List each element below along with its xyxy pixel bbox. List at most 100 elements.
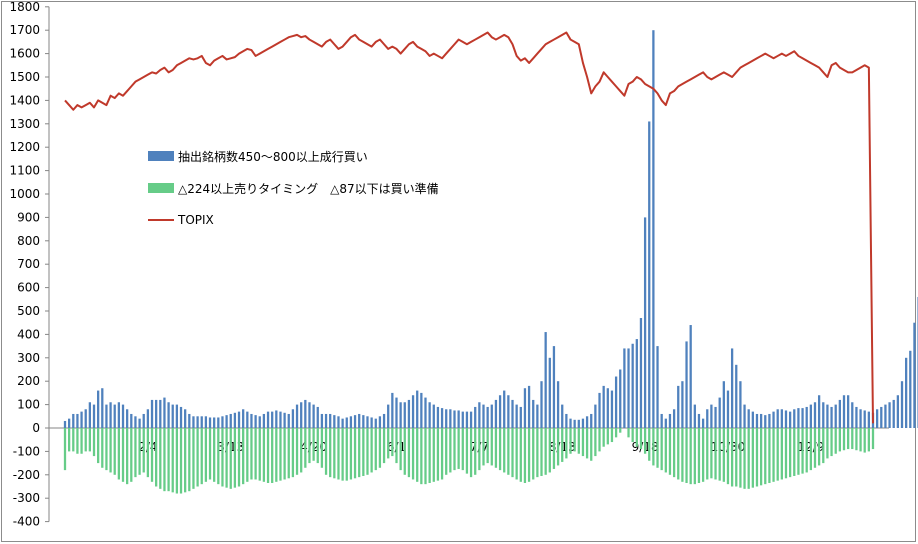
bar-series-1 bbox=[138, 418, 141, 428]
bar-series-2 bbox=[573, 428, 576, 452]
bar-series-1 bbox=[275, 410, 278, 428]
bar-series-2 bbox=[826, 428, 829, 459]
bar-series-1 bbox=[436, 406, 440, 428]
bar-series-1 bbox=[76, 413, 79, 428]
bar-series-2 bbox=[432, 428, 435, 482]
y-tick-label: -300 bbox=[13, 491, 40, 505]
bar-series-1 bbox=[697, 413, 701, 428]
bar-series-2 bbox=[631, 428, 634, 443]
bar-series-1 bbox=[602, 385, 605, 428]
bar-series-2 bbox=[353, 428, 357, 479]
bar-series-1 bbox=[788, 411, 792, 428]
bar-series-1 bbox=[747, 409, 750, 428]
y-tick-label: 900 bbox=[17, 210, 40, 224]
bar-series-2 bbox=[672, 428, 676, 478]
bar-series-2 bbox=[532, 428, 535, 480]
bar-series-1 bbox=[300, 402, 303, 428]
bar-series-2 bbox=[395, 428, 398, 464]
bar-series-2 bbox=[474, 428, 477, 475]
bar-series-1 bbox=[486, 406, 489, 428]
bar-series-1 bbox=[320, 413, 324, 428]
bar-series-1 bbox=[900, 381, 904, 428]
bar-series-1 bbox=[590, 413, 593, 428]
bar-series-1 bbox=[370, 417, 373, 428]
bar-series-1 bbox=[536, 404, 539, 428]
bar-series-1 bbox=[805, 406, 808, 428]
bar-series-2 bbox=[233, 428, 237, 488]
bar-series-2 bbox=[121, 428, 125, 482]
bar-series-1 bbox=[382, 413, 386, 428]
bar-series-2 bbox=[838, 428, 841, 452]
bar-series-1 bbox=[797, 408, 800, 428]
bar-series-1 bbox=[660, 413, 663, 428]
bar-series-1 bbox=[730, 348, 734, 428]
bars-series-1 bbox=[63, 30, 918, 429]
bar-series-2 bbox=[788, 428, 792, 478]
bar-series-2 bbox=[436, 428, 440, 481]
bar-series-1 bbox=[308, 402, 311, 428]
bar-series-1 bbox=[739, 381, 742, 428]
bar-series-1 bbox=[167, 402, 170, 428]
bar-series-1 bbox=[266, 411, 270, 428]
bar-series-2 bbox=[569, 428, 572, 454]
bar-series-2 bbox=[871, 428, 875, 450]
bar-series-1 bbox=[838, 399, 841, 428]
bar-series-2 bbox=[117, 428, 121, 480]
bar-series-1 bbox=[217, 417, 220, 428]
bar-series-2 bbox=[693, 428, 696, 485]
bar-series-1 bbox=[561, 404, 564, 428]
bar-series-2 bbox=[403, 428, 406, 475]
bar-series-2 bbox=[184, 428, 187, 493]
bar-series-1 bbox=[635, 339, 638, 428]
bar-series-2 bbox=[192, 428, 195, 489]
bar-series-1 bbox=[469, 411, 473, 428]
bar-series-1 bbox=[130, 413, 133, 428]
bar-series-2 bbox=[706, 428, 709, 480]
bar-series-1 bbox=[851, 402, 854, 428]
bar-series-2 bbox=[540, 428, 543, 476]
bar-series-2 bbox=[772, 428, 775, 482]
bar-series-2 bbox=[498, 428, 502, 471]
topix-line bbox=[64, 31, 874, 424]
bar-series-1 bbox=[714, 406, 717, 428]
bar-series-1 bbox=[610, 390, 614, 428]
bar-series-1 bbox=[573, 419, 576, 428]
bar-series-2 bbox=[561, 428, 564, 462]
bar-series-1 bbox=[175, 404, 179, 428]
bar-series-1 bbox=[142, 413, 145, 428]
bar-series-1 bbox=[97, 390, 100, 428]
bar-series-2 bbox=[76, 428, 79, 454]
bar-series-1 bbox=[556, 381, 560, 428]
bar-series-1 bbox=[424, 397, 427, 428]
bar-series-2 bbox=[469, 428, 473, 478]
bar-series-2 bbox=[664, 428, 667, 473]
bar-series-2 bbox=[652, 428, 655, 466]
bar-series-2 bbox=[457, 428, 460, 469]
bar-series-2 bbox=[701, 428, 705, 482]
bar-series-1 bbox=[677, 385, 680, 428]
bar-series-1 bbox=[863, 410, 866, 428]
bar-series-1 bbox=[63, 420, 67, 428]
bar-series-2 bbox=[275, 428, 278, 482]
bar-series-1 bbox=[258, 416, 261, 428]
bar-series-2 bbox=[221, 428, 224, 487]
bar-series-1 bbox=[498, 395, 502, 428]
bar-series-1 bbox=[428, 402, 431, 428]
y-tick-label: 1800 bbox=[9, 0, 40, 14]
bar-series-2 bbox=[726, 428, 730, 485]
bar-series-1 bbox=[453, 410, 456, 428]
bar-series-1 bbox=[146, 409, 150, 428]
bar-series-1 bbox=[494, 399, 498, 428]
bar-series-2 bbox=[324, 428, 328, 475]
bar-series-1 bbox=[88, 402, 91, 428]
bar-series-1 bbox=[204, 416, 208, 428]
bar-series-1 bbox=[353, 415, 357, 428]
bar-series-1 bbox=[295, 404, 299, 428]
bar-series-2 bbox=[217, 428, 220, 485]
bar-series-2 bbox=[370, 428, 373, 473]
bar-series-1 bbox=[246, 411, 249, 428]
y-tick-label: 500 bbox=[17, 304, 40, 318]
bar-series-2 bbox=[138, 428, 141, 475]
bar-series-2 bbox=[697, 428, 701, 483]
bar-series-1 bbox=[722, 381, 725, 428]
